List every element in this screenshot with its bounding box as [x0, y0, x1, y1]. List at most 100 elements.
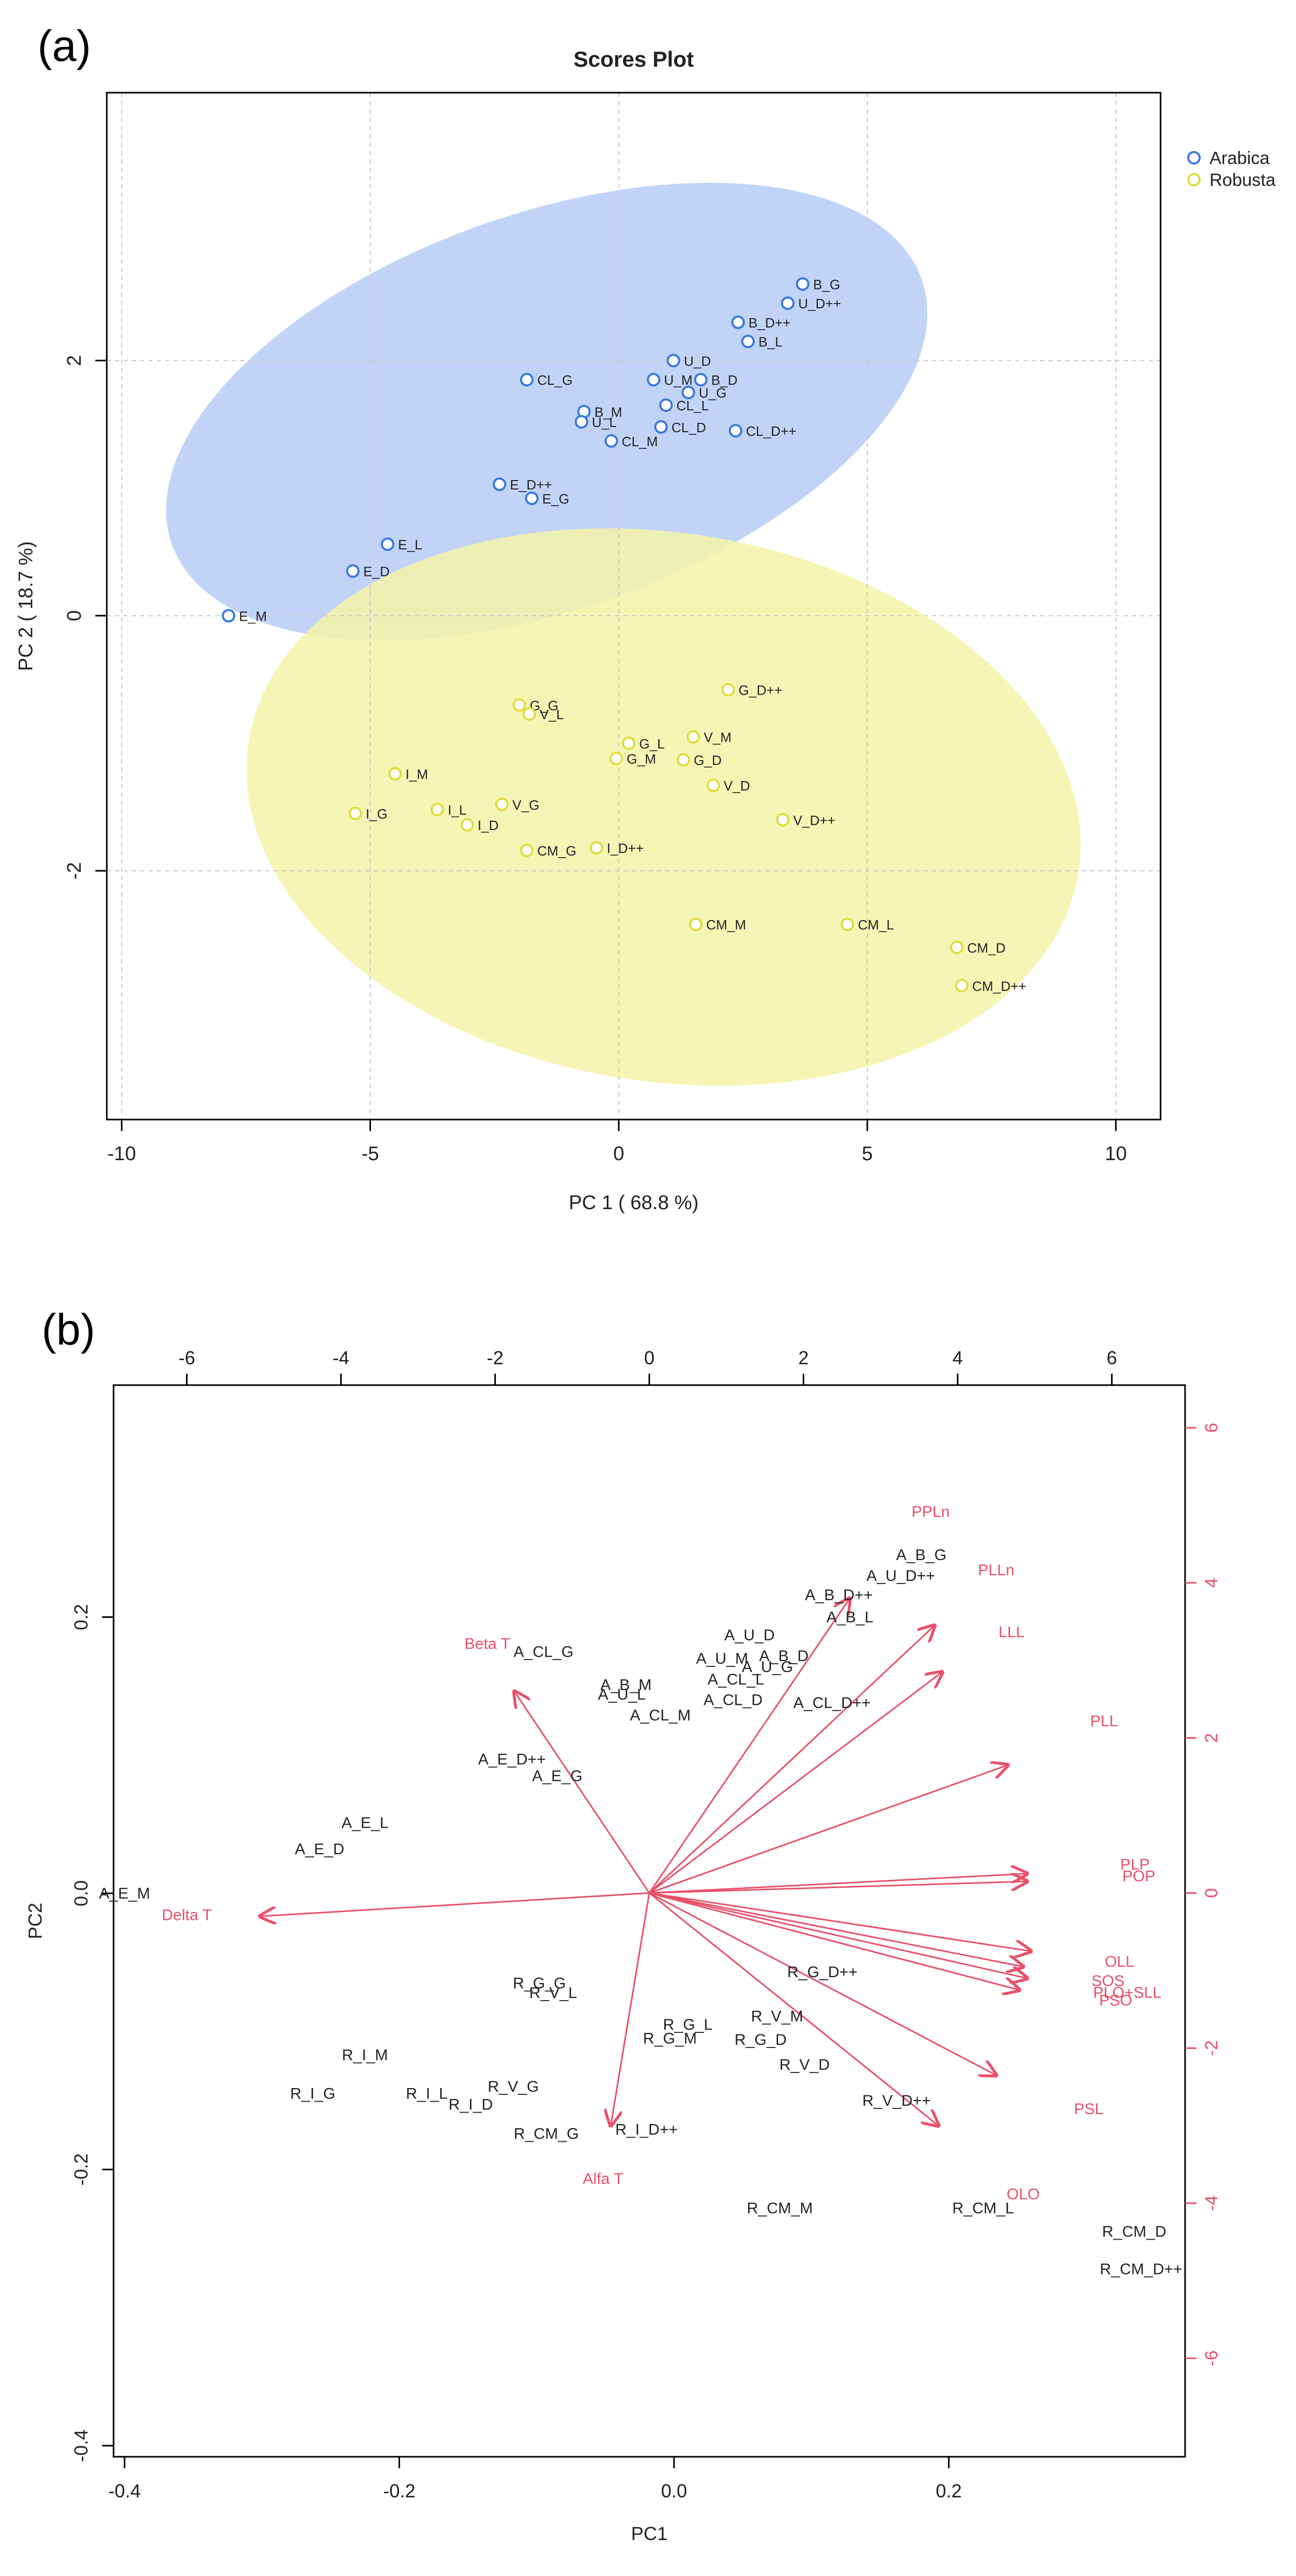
score-label-R_V_D: R_V_D [779, 2056, 830, 2074]
score-point-E_D++ [492, 477, 506, 492]
x-tick-label: 10 [1105, 1143, 1127, 1165]
score-point-G_M [609, 751, 624, 765]
score-point-label: G_M [627, 751, 656, 767]
score-point-label: E_M [239, 608, 267, 624]
loading-arrow-OLL [649, 1892, 1031, 1951]
x-axis-label: PC1 [631, 2523, 667, 2544]
score-point-label: U_L [592, 414, 617, 430]
score-point-label: I_G [366, 806, 388, 822]
score-point-U_M [646, 373, 661, 387]
top-tick-label: 4 [952, 1347, 963, 1368]
score-point-label: B_D++ [749, 315, 791, 331]
score-point-V_D++ [776, 813, 790, 827]
score-point-CL_M [604, 434, 618, 448]
score-point-label: U_D [684, 353, 711, 369]
score-point-G_D [676, 753, 690, 767]
score-label-A_E_M: A_E_M [99, 1885, 150, 1902]
score-point-CM_D [950, 940, 964, 954]
y-tick-label: -2 [64, 862, 85, 879]
loading-label: Delta T [162, 1907, 212, 1924]
loading-label: SOS [1091, 1972, 1124, 1990]
top-tick-label: 0 [644, 1347, 654, 1368]
score-point-CL_D [654, 420, 668, 434]
score-point-CM_G [520, 844, 534, 858]
score-point-label: CM_L [858, 917, 894, 933]
score-point-CL_L [659, 398, 673, 412]
y-tick-label: 0 [64, 610, 85, 621]
score-point-E_G [525, 492, 539, 506]
y-axis-label: PC 2 ( 18.7 %) [15, 541, 37, 671]
scores-plot: -10 -5 0 5 10 -2 0 2 Scores Plot PC 1 ( 68.8 %) PC… [15, 47, 1276, 1214]
x-tick-label: 0.2 [936, 2480, 962, 2502]
legend-marker-arabica [1187, 151, 1201, 165]
score-point-V_D [706, 778, 720, 793]
y-tick-label: 2 [64, 355, 85, 366]
right-tick-label: -4 [1202, 2195, 1222, 2211]
score-point-label: V_D++ [793, 812, 836, 828]
x-tick-label: -5 [362, 1143, 379, 1165]
score-point-B_D++ [731, 315, 745, 329]
x-tick-label: 0 [613, 1143, 624, 1165]
x-tick-label: -0.4 [108, 2480, 141, 2502]
score-point-E_D [346, 564, 360, 578]
score-label-R_I_L: R_I_L [406, 2085, 447, 2103]
right-tick-label: -6 [1202, 2351, 1222, 2366]
score-label-A_U_D: A_U_D [725, 1627, 775, 1644]
score-label-R_CM_M: R_CM_M [747, 2200, 813, 2217]
score-label-A_E_D: A_E_D [295, 1841, 344, 1858]
loading-label: OLL [1105, 1953, 1135, 1970]
right-tick-label: 6 [1202, 1423, 1222, 1432]
score-point-label: CL_G [537, 372, 572, 388]
score-point-label: B_L [758, 334, 782, 350]
score-point-G_G [513, 698, 527, 712]
score-point-B_L [741, 334, 755, 348]
score-point-label: I_D [478, 818, 499, 833]
score-point-V_G [495, 797, 509, 811]
loading-label: Beta T [465, 1635, 510, 1652]
panel-b-label: (b) [42, 1305, 95, 1354]
score-point-I_D [460, 818, 474, 832]
score-label-R_CM_G: R_CM_G [514, 2125, 579, 2142]
loading-arrow-OLO [649, 1892, 939, 2126]
x-tick-label: -10 [107, 1143, 136, 1165]
score-point-E_L [381, 537, 395, 551]
score-label-A_E_G: A_E_G [532, 1768, 582, 1785]
loading-label: PSO [1099, 1992, 1132, 2009]
loading-arrow-PPLn [649, 1599, 850, 1894]
right-tick-label: -2 [1202, 2040, 1222, 2056]
score-point-label: I_M [405, 766, 428, 782]
score-label-R_G_D++: R_G_D++ [787, 1964, 857, 1981]
y-tick-label: -0.4 [70, 2430, 92, 2462]
score-point-label: E_G [542, 491, 569, 507]
score-point-label: CL_D [671, 420, 706, 435]
score-point-label: CM_D++ [972, 978, 1026, 994]
score-point-I_L [430, 802, 444, 816]
plot-frame [113, 1384, 1186, 2458]
score-label-A_E_L: A_E_L [342, 1815, 389, 1832]
loading-label: PLO+SLL [1093, 1984, 1162, 2001]
top-tick-label: -4 [333, 1347, 350, 1368]
score-label-R_V_G: R_V_G [488, 2078, 539, 2095]
score-label-R_I_M: R_I_M [342, 2046, 388, 2064]
confidence-ellipse-arabica [166, 183, 928, 640]
score-label-R_V_M: R_V_M [751, 2008, 803, 2025]
score-point-I_G [348, 807, 363, 821]
score-point-label: CL_D++ [746, 423, 796, 439]
loading-label: POP [1123, 1868, 1155, 1885]
loading-label: PPLn [912, 1503, 950, 1521]
score-point-label: G_D++ [739, 682, 782, 698]
score-point-B_D [694, 373, 708, 387]
score-label-R_CM_D++: R_CM_D++ [1100, 2260, 1182, 2278]
right-tick-label: 0 [1202, 1888, 1222, 1898]
top-tick-label: 2 [798, 1347, 808, 1368]
score-point-label: E_D++ [510, 477, 552, 493]
right-tick-label: 2 [1202, 1733, 1222, 1743]
score-label-R_V_D++: R_V_D++ [862, 2092, 931, 2109]
score-label-A_B_G: A_B_G [896, 1547, 946, 1564]
score-point-label: V_G [513, 797, 540, 813]
score-point-label: G_D [694, 752, 721, 768]
score-point-label: U_G [699, 385, 726, 401]
loading-label: PLL [1090, 1713, 1118, 1730]
score-label-R_G_D: R_G_D [734, 2031, 787, 2049]
loading-arrow-Alfa T [611, 1893, 650, 2126]
